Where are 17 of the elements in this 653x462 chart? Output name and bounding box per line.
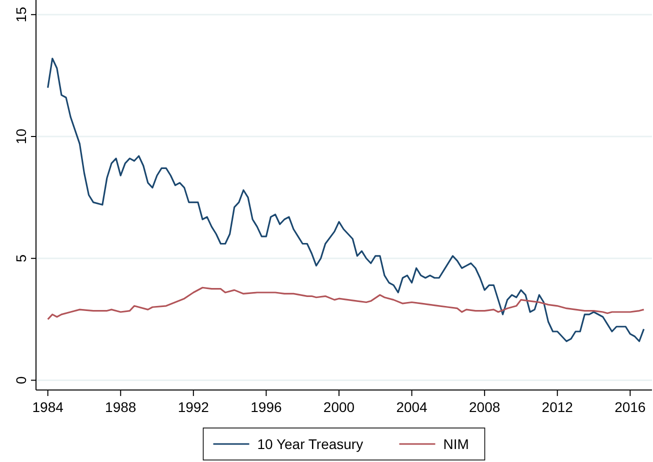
x-tick-label: 1984 xyxy=(32,399,64,415)
x-tick-label: 1996 xyxy=(250,399,282,415)
x-tick-label: 2016 xyxy=(614,399,646,415)
line-series xyxy=(47,58,645,342)
y-tick-label: 0 xyxy=(13,376,29,384)
legend-label: NIM xyxy=(443,436,469,452)
x-tick-label: 1992 xyxy=(178,399,210,415)
legend-label: 10 Year Treasury xyxy=(257,436,364,452)
x-tick-label: 2004 xyxy=(396,399,428,415)
x-tick-label: 1988 xyxy=(105,399,136,415)
line-series xyxy=(47,286,645,320)
x-tick-label: 2000 xyxy=(323,399,355,415)
x-tick-label: 2008 xyxy=(469,399,500,415)
x-tick-label: 2012 xyxy=(542,399,574,415)
y-tick-label: 15 xyxy=(13,6,29,22)
y-tick-label: 10 xyxy=(13,128,29,144)
y-tick-label: 5 xyxy=(13,254,29,262)
